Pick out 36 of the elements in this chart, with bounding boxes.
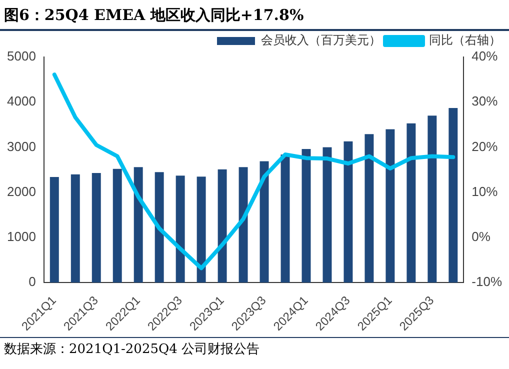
bar (448, 108, 458, 283)
bar (218, 169, 227, 283)
bar (134, 167, 143, 283)
bar (92, 172, 101, 283)
bar (260, 161, 269, 283)
y-tick-label: 3000 (7, 138, 36, 154)
bar (302, 149, 311, 283)
bar (112, 168, 122, 283)
chart-title: 图6：25Q4 EMEA 地区收入同比+17.8% (0, 0, 509, 31)
bar (280, 154, 290, 283)
bar (70, 174, 80, 283)
y2-tick-label: 10% (472, 184, 498, 199)
bar (238, 167, 248, 283)
y-tick-label: 2000 (7, 184, 36, 199)
y2-tick-label: -10% (472, 274, 502, 290)
bar (406, 123, 416, 283)
bar (176, 176, 185, 283)
y-tick-label: 4000 (7, 94, 36, 109)
source-note: 数据来源：2021Q1-2025Q4 公司财报公告 (0, 337, 509, 360)
bar (364, 134, 374, 283)
y2-tick-label: 0% (472, 229, 491, 244)
legend-label: 同比（右轴） (429, 33, 501, 48)
y-tick-label: 1000 (7, 229, 36, 244)
bar (50, 177, 59, 283)
y2-tick-label: 20% (472, 138, 498, 154)
y-tick-label: 0 (28, 274, 36, 290)
y2-tick-label: 40% (472, 48, 498, 64)
y-tick-label: 5000 (7, 48, 36, 64)
bar (196, 176, 206, 283)
bar (322, 147, 332, 283)
y2-tick-label: 30% (472, 94, 498, 109)
legend-label: 会员收入（百万美元） (261, 33, 381, 48)
bar (428, 116, 437, 283)
bar (154, 172, 164, 283)
bar (386, 129, 395, 283)
bar (344, 141, 353, 283)
